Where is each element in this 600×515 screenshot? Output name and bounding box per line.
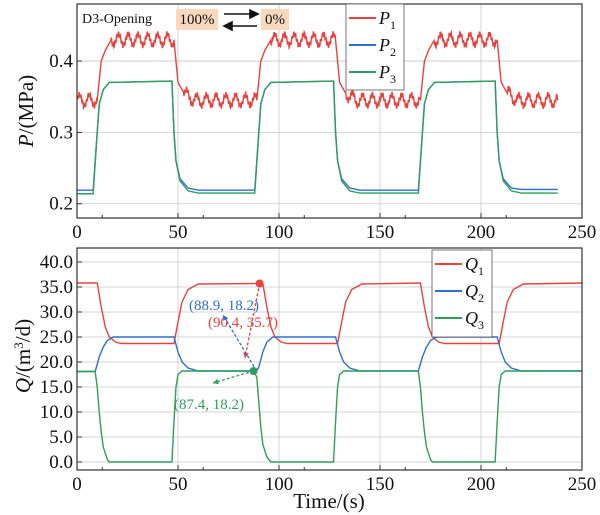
pressure-ylabel: P/(MPa) xyxy=(14,75,38,148)
y-tick-label: 25.0 xyxy=(40,327,73,348)
y-tick-label: 0.2 xyxy=(49,194,73,215)
opening-to: 0% xyxy=(265,12,285,28)
opening-from: 100% xyxy=(180,12,215,28)
annotation-arrow xyxy=(212,370,254,384)
opening-highlight-100 xyxy=(176,9,218,30)
y-tick-label: 20.0 xyxy=(40,352,73,373)
annotation-arrow xyxy=(244,283,261,359)
annotation-label: (88.9, 18.2) xyxy=(189,298,259,314)
x-tick-label: 50 xyxy=(169,222,188,243)
switch-arrows-icon xyxy=(222,8,260,32)
pressure-plot-frame xyxy=(76,3,583,219)
flow-legend: Q1 Q2 Q3 xyxy=(431,249,493,338)
x-tick-label: 0 xyxy=(72,474,82,495)
legend-label: P3 xyxy=(378,62,396,86)
arrowhead-icon xyxy=(213,378,219,385)
arrowhead-icon xyxy=(243,352,249,358)
annotation-label: (90.4, 35.7) xyxy=(208,315,278,331)
legend-label: Q3 xyxy=(465,308,484,332)
y-tick-label: 30.0 xyxy=(40,302,73,323)
opening-prefix: D3-Opening xyxy=(82,12,152,27)
flow-plot-frame xyxy=(76,247,583,471)
legend-label: Q2 xyxy=(465,281,484,305)
y-tick-label: 10.0 xyxy=(40,402,73,423)
x-tick-label: 250 xyxy=(568,222,597,243)
x-tick-label: 50 xyxy=(169,474,188,495)
x-tick-label: 200 xyxy=(467,474,496,495)
y-tick-label: 15.0 xyxy=(40,377,73,398)
x-tick-label: 250 xyxy=(568,474,597,495)
flow-xlabel: Time/(s) xyxy=(293,489,365,513)
x-tick-label: 0 xyxy=(72,222,82,243)
arrowhead-icon xyxy=(223,315,229,321)
x-tick-label: 100 xyxy=(265,474,294,495)
x-tick-label: 150 xyxy=(366,474,395,495)
y-tick-label: 0.0 xyxy=(49,452,73,473)
point-annotation: (90.4, 35.7) xyxy=(208,279,278,359)
annotation-arrow xyxy=(222,314,258,372)
annotation-label: (87.4, 18.2) xyxy=(174,397,244,413)
series-line-p1 xyxy=(76,29,559,111)
y-tick-label: 0.4 xyxy=(49,51,73,72)
series-line-p3 xyxy=(77,80,558,195)
series-line-q2 xyxy=(77,336,582,373)
y-tick-label: 35.0 xyxy=(40,277,73,298)
flow-panel: 0 50 100 150 200 250 0.0 5.0 10.0 15.0 20.0 25.0 30.… xyxy=(11,247,597,513)
y-tick-label: 0.3 xyxy=(49,122,73,143)
x-tick-label: 100 xyxy=(265,222,294,243)
legend-label: P2 xyxy=(378,35,396,59)
legend-label: Q1 xyxy=(465,254,484,278)
annotation-marker xyxy=(249,367,258,375)
annotation-marker xyxy=(255,279,264,288)
series-line-q3 xyxy=(77,370,582,463)
pressure-panel: 0 50 100 150 200 250 0.2 0.3 0.4 P/(MPa) D3-Open… xyxy=(14,3,597,243)
series-line-p2 xyxy=(77,80,558,191)
x-tick-label: 150 xyxy=(366,222,395,243)
opening-highlight-0 xyxy=(261,9,289,30)
y-tick-label: 5.0 xyxy=(49,427,73,448)
series-line-q1 xyxy=(77,282,583,345)
point-annotation: (88.9, 18.2) xyxy=(189,298,259,372)
y-tick-label: 40.0 xyxy=(40,252,73,273)
x-tick-label: 200 xyxy=(467,222,496,243)
pressure-legend: P1 P2 P3 xyxy=(345,3,405,91)
point-annotation: (87.4, 18.2) xyxy=(174,367,258,413)
legend-label: P1 xyxy=(378,8,396,32)
flow-ylabel: Q/(m3/d) xyxy=(11,319,36,393)
valve-opening-annotation: D3-Opening 100% 0% xyxy=(82,8,289,32)
